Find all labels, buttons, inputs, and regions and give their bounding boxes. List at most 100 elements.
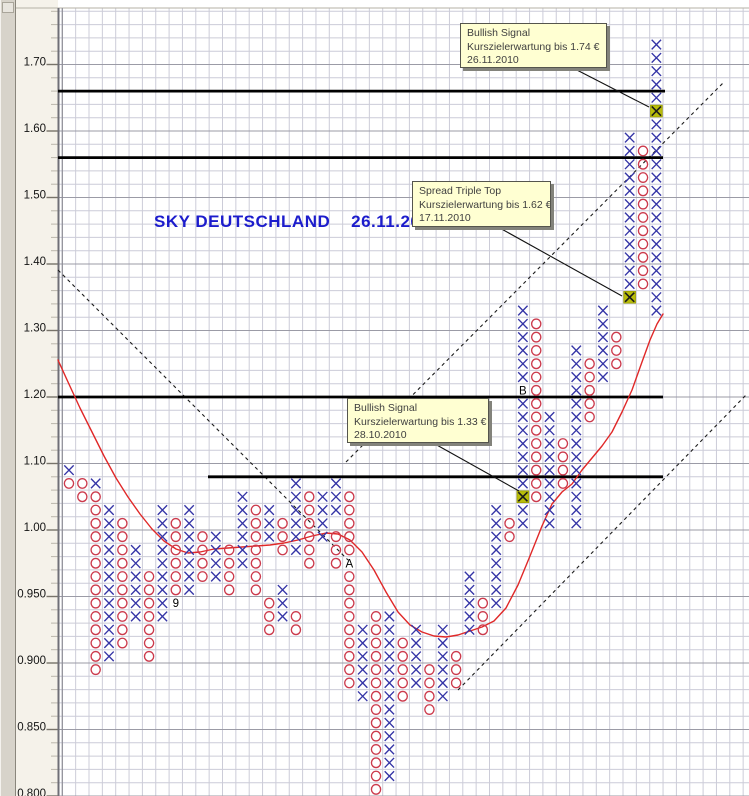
x-glyph: [290, 531, 302, 542]
o-glyph: [197, 571, 208, 583]
o-glyph: [250, 544, 262, 556]
x-glyph: [490, 544, 502, 556]
x-glyph: [490, 557, 502, 569]
o-glyph: [290, 610, 302, 622]
x-glyph: [517, 464, 529, 476]
x-glyph: [517, 345, 529, 356]
o-glyph: [330, 544, 342, 556]
o-glyph: [637, 225, 649, 237]
x-glyph: [544, 464, 555, 476]
vertical-scrollbar[interactable]: [0, 0, 16, 796]
x-glyph: [157, 584, 168, 596]
x-glyph: [651, 291, 662, 303]
scrollbar-thumb[interactable]: [2, 2, 14, 13]
price-axis-label: 0.800: [17, 788, 46, 796]
x-glyph: [384, 744, 395, 755]
o-glyph: [63, 477, 75, 489]
x-glyph: [183, 584, 195, 596]
o-glyph: [143, 637, 155, 649]
o-glyph: [117, 517, 128, 529]
o-glyph: [344, 597, 355, 609]
o-glyph: [530, 424, 542, 436]
x-glyph: [517, 398, 529, 409]
o-glyph: [530, 331, 542, 343]
x-glyph: [277, 597, 288, 609]
x-glyph: [384, 757, 395, 769]
x-glyph: [597, 345, 609, 356]
o-glyph: [477, 610, 489, 622]
o-glyph: [263, 597, 275, 609]
o-glyph: [90, 610, 101, 622]
x-glyph: [624, 158, 635, 170]
o-glyph: [344, 491, 355, 503]
o-glyph: [90, 650, 101, 662]
o-glyph: [450, 664, 462, 676]
o-glyph: [303, 504, 315, 516]
x-glyph: [651, 39, 662, 50]
x-glyph: [410, 624, 422, 636]
x-glyph: [624, 225, 635, 237]
x-glyph: [357, 637, 368, 649]
x-glyph: [410, 677, 422, 689]
x-glyph: [183, 544, 195, 556]
o-glyph: [250, 557, 262, 569]
o-glyph: [637, 211, 649, 223]
o-glyph: [370, 637, 382, 649]
x-glyph: [651, 185, 662, 197]
x-glyph: [571, 464, 582, 476]
x-glyph: [437, 624, 448, 636]
o-glyph: [530, 344, 542, 356]
x-glyph: [103, 584, 115, 596]
x-glyph: [464, 624, 475, 636]
o-glyph: [77, 491, 88, 503]
x-glyph: [384, 770, 395, 782]
signal-marker-x: [651, 105, 662, 117]
x-glyph: [90, 478, 101, 489]
x-glyph: [490, 584, 502, 596]
o-glyph: [370, 704, 382, 716]
o-glyph: [611, 331, 622, 343]
price-axis-label: 0.950: [17, 589, 46, 601]
o-glyph: [90, 584, 101, 596]
o-glyph: [250, 571, 262, 583]
o-glyph: [477, 597, 489, 609]
x-glyph: [357, 624, 368, 636]
x-glyph: [651, 79, 662, 90]
o-glyph: [397, 677, 408, 689]
o-glyph: [424, 690, 435, 702]
x-glyph: [183, 531, 195, 542]
o-glyph: [90, 531, 101, 543]
o-glyph: [170, 584, 182, 596]
signal-marker-x: [517, 491, 529, 502]
x-glyph: [624, 132, 635, 143]
o-glyph: [170, 531, 182, 543]
o-glyph: [637, 145, 649, 157]
o-glyph: [90, 504, 101, 516]
x-glyph: [290, 491, 302, 503]
annotation-line: Kurszielerwartung bis 1.74 €: [467, 40, 600, 53]
x-glyph: [317, 504, 328, 516]
trend-line-dashed: [457, 394, 747, 691]
o-glyph: [637, 278, 649, 290]
o-glyph: [370, 650, 382, 662]
x-glyph: [103, 571, 115, 582]
x-glyph: [290, 518, 302, 529]
o-glyph: [344, 637, 355, 649]
o-glyph: [397, 637, 408, 649]
o-glyph: [344, 677, 355, 689]
x-glyph: [624, 265, 635, 276]
x-glyph: [651, 65, 662, 77]
x-glyph: [103, 557, 115, 569]
x-glyph: [130, 557, 141, 569]
x-glyph: [490, 504, 502, 516]
x-glyph: [571, 358, 582, 370]
o-glyph: [344, 584, 355, 596]
o-glyph: [530, 384, 542, 396]
o-glyph: [197, 531, 208, 543]
o-glyph: [250, 517, 262, 529]
x-glyph: [517, 358, 529, 370]
x-glyph: [210, 557, 222, 569]
x-glyph: [384, 637, 395, 649]
o-glyph: [303, 531, 315, 543]
price-axis-label: 0.850: [17, 722, 46, 734]
